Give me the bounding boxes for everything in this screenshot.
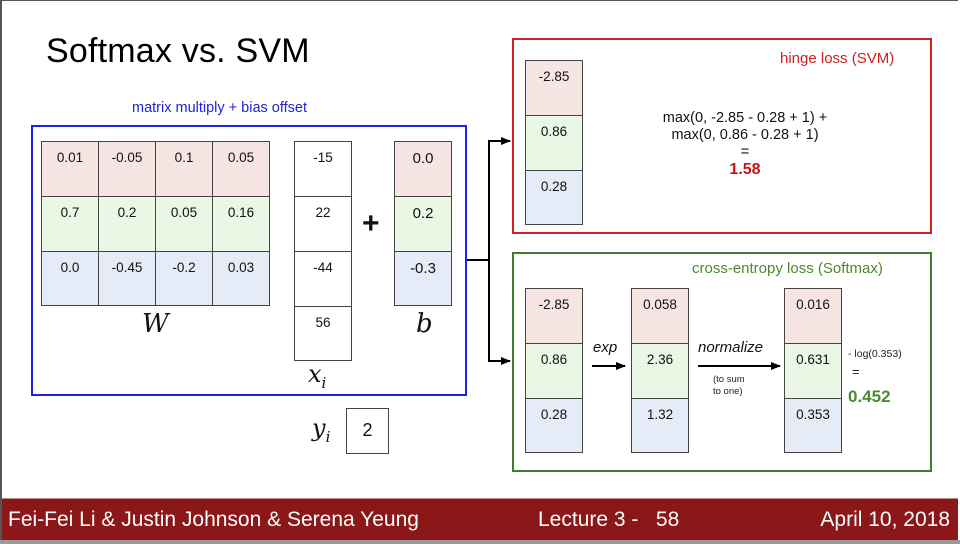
svm-score-cell: 0.86	[525, 115, 583, 171]
svm-loss-result: 1.58	[729, 161, 761, 178]
probability-cell: 0.016	[784, 288, 842, 344]
svm-box-title: hinge loss (SVM)	[780, 50, 895, 67]
softmax-score-cell: -2.85	[525, 288, 583, 344]
cross-entropy-equals: =	[852, 364, 860, 379]
w-cell: 0.2	[98, 196, 156, 252]
svm-score-cell: 0.28	[525, 170, 583, 225]
svm-hinge-loss-box	[512, 38, 932, 234]
probability-cell: 0.631	[784, 343, 842, 399]
softmax-score-cell: 0.28	[525, 398, 583, 453]
normalize-note: (to sum to one)	[713, 374, 745, 398]
cross-entropy-loss-result: 0.452	[848, 387, 891, 406]
y-value-box: 2	[346, 408, 389, 454]
bottom-strip	[0, 540, 960, 544]
score-function-box	[31, 125, 467, 396]
w-cell: 0.16	[212, 196, 270, 252]
b-cell: -0.3	[394, 251, 452, 306]
softmax-score-cell: 0.86	[525, 343, 583, 399]
x-cell: 22	[294, 196, 352, 252]
svm-score-cell: -2.85	[525, 60, 583, 116]
x-label: xi	[308, 360, 326, 392]
y-label-base: y	[312, 414, 326, 442]
w-cell: 0.03	[212, 251, 270, 306]
x-cell: -44	[294, 251, 352, 307]
w-cell: 0.05	[212, 141, 270, 197]
probability-cell: 0.353	[784, 398, 842, 453]
x-label-base: x	[308, 360, 322, 388]
y-label-subscript: i	[325, 427, 331, 446]
svm-equals: =	[740, 144, 750, 160]
b-cell: 0.0	[394, 141, 452, 197]
x-label-subscript: i	[321, 373, 327, 392]
exp-value-cell: 2.36	[631, 343, 689, 399]
softmax-box-title: cross-entropy loss (Softmax)	[692, 260, 883, 277]
exp-value-cell: 1.32	[631, 398, 689, 453]
normalize-note-line1: (to sum	[713, 374, 745, 385]
normalize-note-line2: to one)	[713, 386, 743, 397]
cross-entropy-formula: - log(0.353)	[848, 348, 902, 360]
matrix-multiply-caption: matrix multiply + bias offset	[132, 100, 308, 116]
w-cell: 0.7	[41, 196, 99, 252]
svm-formula-line2: max(0, 0.86 - 0.28 + 1)	[671, 127, 819, 143]
slide-title: Softmax vs. SVM	[46, 32, 310, 70]
footer-lecture-page: Lecture 3 - 58	[538, 508, 680, 531]
exp-label: exp	[593, 339, 618, 356]
w-cell: 0.05	[155, 196, 213, 252]
w-label: W	[142, 309, 169, 339]
footer-date: April 10, 2018	[820, 508, 950, 531]
plus-sign: +	[362, 207, 380, 240]
slide-footer: Fei-Fei Li & Justin Johnson & Serena Yeu…	[2, 498, 958, 540]
svm-formula: max(0, -2.85 - 0.28 + 1) + max(0, 0.86 -…	[620, 110, 870, 178]
footer-authors: Fei-Fei Li & Justin Johnson & Serena Yeu…	[8, 508, 419, 531]
x-cell: 56	[294, 306, 352, 361]
y-label: yi	[312, 414, 330, 446]
svm-formula-line1: max(0, -2.85 - 0.28 + 1) +	[662, 110, 828, 126]
w-cell: 0.0	[41, 251, 99, 306]
b-label: b	[416, 309, 433, 339]
exp-value-cell: 0.058	[631, 288, 689, 344]
softmax-cross-entropy-box	[512, 252, 932, 472]
normalize-label: normalize	[698, 339, 764, 356]
w-cell: 0.1	[155, 141, 213, 197]
x-cell: -15	[294, 141, 352, 197]
